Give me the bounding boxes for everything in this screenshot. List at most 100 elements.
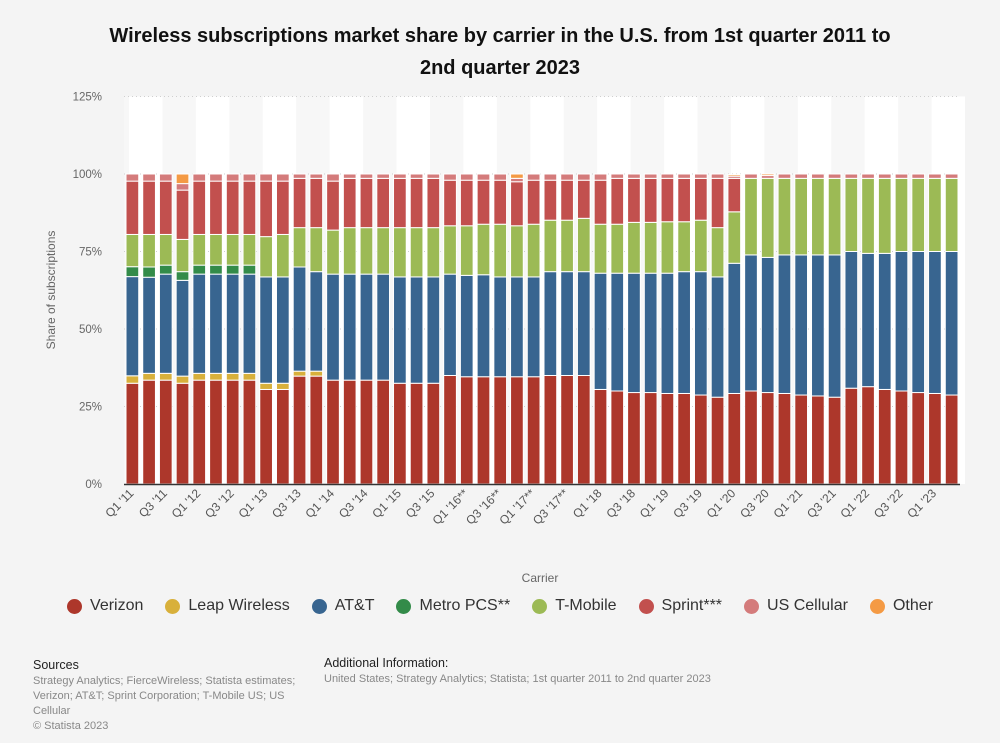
x-tick-label: Q1 '17** xyxy=(497,486,538,527)
legend-marker-icon xyxy=(165,598,181,614)
bar-segment-t-mobile xyxy=(342,227,357,275)
legend-label: Other xyxy=(892,597,933,614)
bar-segment-leap-wireless xyxy=(242,372,257,381)
bar-segment-at-t xyxy=(409,276,424,384)
y-tick-label: 100% xyxy=(73,169,102,181)
bar-segment-at-t xyxy=(744,254,758,392)
legend-item[interactable]: AT&T xyxy=(311,597,374,615)
legend-item[interactable]: T-Mobile xyxy=(532,597,617,615)
bar-segment-sprint xyxy=(326,180,340,231)
bar-segment-sprint xyxy=(393,177,407,229)
bar-segment-verizon xyxy=(192,379,207,485)
legend-marker-icon xyxy=(638,598,654,614)
x-tick-label: Q3 '17** xyxy=(530,486,571,527)
bar-segment-verizon xyxy=(861,386,875,485)
bar-segment-at-t xyxy=(643,272,658,394)
bar-segment-at-t xyxy=(476,274,491,378)
bar-segment-at-t xyxy=(192,273,207,374)
bar-segment-leap-wireless xyxy=(175,375,190,384)
bar-segment-at-t xyxy=(877,252,892,390)
bar-segment-us-cellular xyxy=(510,177,524,183)
bar-segment-leap-wireless xyxy=(225,372,240,381)
bar-segment-verizon xyxy=(710,396,725,485)
bar-segment-us-cellular xyxy=(443,173,457,181)
bar-segment-at-t xyxy=(827,254,842,398)
legend-item[interactable]: Verizon xyxy=(67,597,143,615)
bar-segment-sprint xyxy=(643,177,658,223)
legend-item[interactable]: Sprint*** xyxy=(638,597,722,615)
bar-segment-verizon xyxy=(928,392,942,485)
bar-segment-at-t xyxy=(309,271,324,372)
legend-label: Verizon xyxy=(90,597,144,614)
bar-segment-verizon xyxy=(175,382,190,485)
bar-segment-at-t xyxy=(677,271,691,394)
bar-segment-verizon xyxy=(326,379,340,485)
bar-segment-sprint xyxy=(409,177,424,229)
legend-item[interactable]: Leap Wireless xyxy=(165,597,290,615)
bar-segment-sprint xyxy=(459,179,474,227)
legend-item[interactable]: Metro PCS** xyxy=(396,597,510,615)
bar-segment-at-t xyxy=(727,262,742,394)
y-tick-label: 125% xyxy=(73,92,102,104)
bar-segment-verizon xyxy=(627,392,641,485)
bar-segment-sprint xyxy=(175,189,190,240)
bar-segment-sprint xyxy=(510,181,524,227)
x-tick-label: Q1 '16** xyxy=(430,486,471,527)
bar-segment-t-mobile xyxy=(744,177,758,256)
bar-segment-us-cellular xyxy=(125,173,140,182)
additional-info-heading: Additional Information: xyxy=(324,656,449,670)
bar-segment-verizon xyxy=(342,379,357,485)
bar-segment-us-cellular xyxy=(894,173,909,179)
bar-segment-us-cellular xyxy=(409,173,424,179)
bar-segment-verizon xyxy=(844,387,859,485)
bar-segment-t-mobile xyxy=(844,177,859,252)
bar-segment-at-t xyxy=(861,252,875,388)
bar-segment-sprint xyxy=(493,179,508,225)
bar-segment-sprint xyxy=(142,180,156,235)
bar-segment-verizon xyxy=(877,388,892,485)
bar-segment-verizon xyxy=(209,379,223,485)
bar-segment-us-cellular xyxy=(861,173,875,179)
bar-segment-leap-wireless xyxy=(209,372,223,381)
bar-segment-sprint xyxy=(627,177,641,223)
bar-segment-verizon xyxy=(911,392,926,485)
bar-segment-at-t xyxy=(359,273,374,381)
bar-segment-t-mobile xyxy=(710,227,725,278)
bar-segment-verizon xyxy=(376,379,391,485)
bar-segment-at-t xyxy=(610,272,625,392)
bar-segment-t-mobile xyxy=(158,233,173,266)
bar-segment-t-mobile xyxy=(459,225,474,276)
x-tick-label: Q1 '22 xyxy=(838,486,873,521)
bar-segment-leap-wireless xyxy=(309,370,324,377)
bar-segment-us-cellular xyxy=(275,173,290,182)
bar-segment-us-cellular xyxy=(593,173,608,181)
legend-item[interactable]: Other xyxy=(869,597,933,615)
x-tick-label: Q3 '19 xyxy=(670,486,705,521)
bar-segment-sprint xyxy=(376,177,391,229)
legend-label: US Cellular xyxy=(767,597,848,614)
x-tick-label: Q1 '21 xyxy=(771,486,806,521)
bar-segment-sprint xyxy=(259,180,273,238)
bar-segment-t-mobile xyxy=(777,177,792,256)
bar-segment-other xyxy=(727,174,742,177)
bar-segment-at-t xyxy=(376,273,391,381)
bar-segment-t-mobile xyxy=(242,233,257,266)
bar-segment-us-cellular xyxy=(175,183,190,191)
bar-segment-verizon xyxy=(777,392,792,485)
bar-segment-t-mobile xyxy=(811,177,825,256)
bar-segment-sprint xyxy=(443,179,457,227)
legend-item[interactable]: US Cellular xyxy=(744,597,848,615)
x-tick-label: Q3 '20 xyxy=(737,486,772,521)
bar-segment-t-mobile xyxy=(911,177,926,252)
bar-segment-t-mobile xyxy=(560,219,574,273)
bar-segment-t-mobile xyxy=(944,177,959,252)
bar-segment-us-cellular xyxy=(242,173,257,182)
bar-segment-verizon xyxy=(827,396,842,485)
bar-segment-t-mobile xyxy=(443,225,457,275)
bar-segment-t-mobile xyxy=(593,223,608,274)
bar-segment-metro-pcs xyxy=(175,271,190,281)
bar-segment-t-mobile xyxy=(877,177,892,254)
bar-segment-t-mobile xyxy=(576,217,591,273)
bar-segment-t-mobile xyxy=(727,211,742,264)
bar-segment-sprint xyxy=(677,177,691,223)
